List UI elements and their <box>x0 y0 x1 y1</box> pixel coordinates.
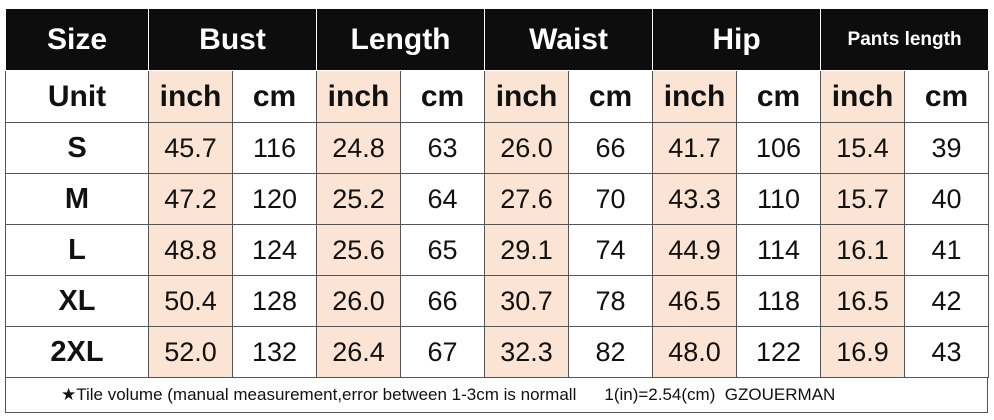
measure-cell: 15.4 <box>820 122 906 174</box>
size-cell: L <box>5 224 149 276</box>
unit-cell: inch <box>820 70 906 123</box>
measure-cell: 32.3 <box>484 326 570 378</box>
measure-cell: 43.3 <box>652 173 738 225</box>
footer-conversion: 1(in)=2.54(cm) GZOUERMAN <box>604 385 836 404</box>
measure-cell: 41.7 <box>652 122 738 174</box>
column-header: Waist <box>484 8 654 71</box>
measure-cell: 16.9 <box>820 326 906 378</box>
measure-cell: 74 <box>568 224 654 276</box>
measure-cell: 132 <box>231 326 318 378</box>
size-cell: XL <box>5 275 149 327</box>
measure-cell: 66 <box>568 122 654 174</box>
column-header: Bust <box>147 8 318 71</box>
measure-cell: 48.8 <box>148 224 233 276</box>
measure-cell: 25.6 <box>316 224 402 276</box>
measure-cell: 42 <box>904 275 990 327</box>
measure-cell: 116 <box>231 122 318 174</box>
footer-note: ★Tile volume (manual measurement,error b… <box>61 385 577 404</box>
footer: ★Tile volume (manual measurement,error b… <box>5 378 988 413</box>
unit-label: Unit <box>5 70 149 123</box>
measure-cell: 47.2 <box>148 173 233 225</box>
measure-cell: 44.9 <box>652 224 738 276</box>
size-row: L 48.8 124 25.6 65 29.1 74 44.9 114 16.1 41 <box>5 224 990 276</box>
unit-cell: inch <box>148 70 233 123</box>
measure-cell: 120 <box>231 173 318 225</box>
unit-cell: cm <box>231 70 318 123</box>
measure-cell: 29.1 <box>484 224 570 276</box>
measure-cell: 82 <box>568 326 654 378</box>
measure-cell: 64 <box>400 173 486 225</box>
measure-cell: 50.4 <box>148 275 233 327</box>
measure-cell: 30.7 <box>484 275 570 327</box>
measure-cell: 25.2 <box>316 173 402 225</box>
unit-cell: inch <box>652 70 738 123</box>
measure-cell: 78 <box>568 275 654 327</box>
size-table: Size Bust Length Waist Hip Pants length Unit in… <box>5 8 990 378</box>
measure-cell: 66 <box>400 275 486 327</box>
measure-cell: 110 <box>736 173 822 225</box>
measure-cell: 48.0 <box>652 326 738 378</box>
unit-cell: inch <box>484 70 570 123</box>
header-row: Size Bust Length Waist Hip Pants length <box>5 8 990 71</box>
measure-cell: 114 <box>736 224 822 276</box>
unit-row: Unit inch cm inch cm inch cm inch cm inch cm <box>5 70 990 123</box>
measure-cell: 26.4 <box>316 326 402 378</box>
measure-cell: 128 <box>231 275 318 327</box>
size-row: 2XL 52.0 132 26.4 67 32.3 82 48.0 122 16.9 43 <box>5 326 990 378</box>
column-header: Length <box>316 8 486 71</box>
size-cell: S <box>5 122 149 174</box>
unit-cell: cm <box>568 70 654 123</box>
measure-cell: 40 <box>904 173 990 225</box>
measure-cell: 43 <box>904 326 990 378</box>
column-header: Size <box>5 8 149 71</box>
unit-cell: cm <box>736 70 822 123</box>
column-header: Pants length <box>820 8 990 71</box>
size-cell: M <box>5 173 149 225</box>
unit-cell: inch <box>316 70 402 123</box>
measure-cell: 106 <box>736 122 822 174</box>
measure-cell: 39 <box>904 122 990 174</box>
measure-cell: 70 <box>568 173 654 225</box>
measure-cell: 46.5 <box>652 275 738 327</box>
measure-cell: 41 <box>904 224 990 276</box>
size-row: XL 50.4 128 26.0 66 30.7 78 46.5 118 16.5 42 <box>5 275 990 327</box>
measure-cell: 67 <box>400 326 486 378</box>
measure-cell: 45.7 <box>148 122 233 174</box>
measure-cell: 15.7 <box>820 173 906 225</box>
measure-cell: 124 <box>231 224 318 276</box>
size-cell: 2XL <box>5 326 149 378</box>
measure-cell: 63 <box>400 122 486 174</box>
measure-cell: 122 <box>736 326 822 378</box>
unit-cell: cm <box>400 70 486 123</box>
measure-cell: 16.1 <box>820 224 906 276</box>
measure-cell: 16.5 <box>820 275 906 327</box>
size-row: M 47.2 120 25.2 64 27.6 70 43.3 110 15.7 40 <box>5 173 990 225</box>
column-header: Hip <box>652 8 822 71</box>
size-chart: Size Bust Length Waist Hip Pants length Unit in… <box>5 8 990 413</box>
measure-cell: 118 <box>736 275 822 327</box>
measure-cell: 52.0 <box>148 326 233 378</box>
measure-cell: 26.0 <box>316 275 402 327</box>
measure-cell: 27.6 <box>484 173 570 225</box>
measure-cell: 26.0 <box>484 122 570 174</box>
unit-cell: cm <box>904 70 990 123</box>
measure-cell: 65 <box>400 224 486 276</box>
measure-cell: 24.8 <box>316 122 402 174</box>
size-row: S 45.7 116 24.8 63 26.0 66 41.7 106 15.4 39 <box>5 122 990 174</box>
